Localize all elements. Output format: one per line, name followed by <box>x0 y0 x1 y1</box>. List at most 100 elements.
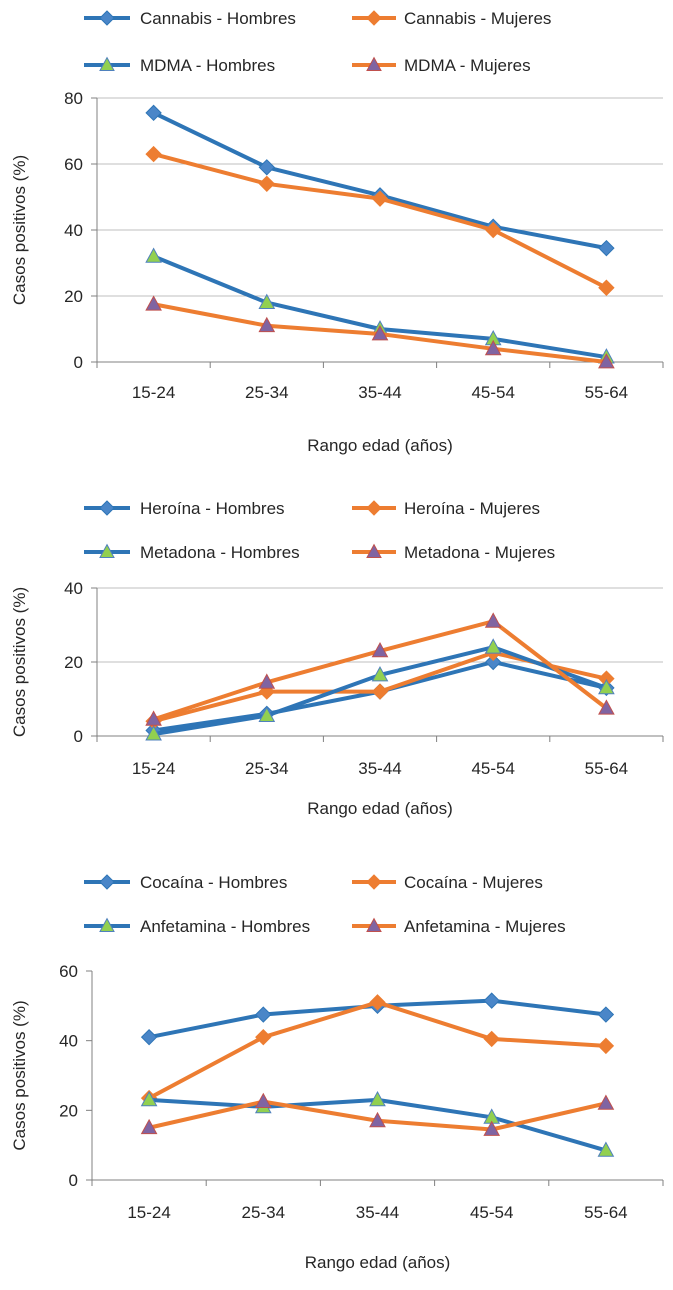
legend-item: Anfetamina - Hombres <box>84 917 310 936</box>
legend-item: Cocaína - Hombres <box>84 873 287 892</box>
series-3 <box>145 295 615 369</box>
axes: 0 20 40 15-24 25-34 35-44 45-54 55-64 <box>64 579 664 778</box>
series-2 <box>145 247 615 364</box>
legend-marker-diamond-icon <box>366 500 382 516</box>
series-3 <box>140 1092 615 1136</box>
x-tick-label: 45-54 <box>471 759 514 778</box>
data-point <box>484 339 502 356</box>
y-tick-label: 0 <box>69 1171 78 1190</box>
legend-marker-triangle-icon <box>366 56 382 72</box>
x-axis-label: Rango edad (años) <box>307 799 453 818</box>
x-tick-label: 45-54 <box>470 1203 513 1222</box>
data-point <box>258 706 276 723</box>
data-point <box>255 1028 272 1046</box>
series-line <box>151 254 609 360</box>
legend-marker-triangle-icon <box>99 917 115 933</box>
x-tick-label: 35-44 <box>358 383 401 402</box>
data-point <box>598 678 615 695</box>
data-point <box>145 145 162 163</box>
data-point <box>484 221 502 239</box>
data-point <box>258 159 276 176</box>
legend: Heroína - Hombres Heroína - Mujeres Metado… <box>84 499 555 562</box>
y-tick-label: 20 <box>59 1101 78 1120</box>
y-tick-label: 0 <box>74 727 83 746</box>
data-point <box>598 353 615 369</box>
legend-item: Metadona - Mujeres <box>352 543 555 562</box>
x-tick-label: 35-44 <box>356 1203 399 1222</box>
x-tick-label: 15-24 <box>127 1203 170 1222</box>
legend-item: Cannabis - Mujeres <box>352 9 551 28</box>
data-point <box>255 1006 272 1023</box>
data-point <box>483 1120 501 1136</box>
legend-label: Heroína - Mujeres <box>404 499 540 518</box>
data-point <box>598 699 615 715</box>
data-point <box>369 994 386 1011</box>
legend-item: Heroína - Hombres <box>84 499 285 518</box>
legend-marker-diamond-icon <box>366 874 382 890</box>
data-point <box>483 992 500 1009</box>
y-tick-label: 40 <box>64 579 83 598</box>
data-point <box>484 612 502 628</box>
legend: Cocaína - Hombres Cocaína - Mujeres Anfeta… <box>84 873 566 936</box>
legend-item: Anfetamina - Mujeres <box>352 917 566 936</box>
axes: 0 20 40 60 80 15-24 25-34 35-44 45-54 55-64 <box>64 89 664 402</box>
data-point <box>145 710 162 726</box>
legend-label: MDMA - Mujeres <box>404 56 531 75</box>
y-tick-label: 0 <box>74 353 83 372</box>
legend: Cannabis - Hombres Cannabis - Mujeres MDMA… <box>84 9 551 75</box>
chart-cocaina-anfetamina: Cocaína - Hombres Cocaína - Mujeres Anfeta… <box>10 873 664 1272</box>
y-tick-label: 80 <box>64 89 83 108</box>
y-tick-label: 60 <box>64 155 83 174</box>
x-tick-label: 25-34 <box>245 759 288 778</box>
legend-label: Cocaína - Mujeres <box>404 873 543 892</box>
x-tick-label: 55-64 <box>584 1203 627 1222</box>
data-point <box>145 104 162 122</box>
legend-label: Cannabis - Hombres <box>140 9 296 28</box>
series-1 <box>145 145 615 296</box>
series-2 <box>140 1090 615 1157</box>
legend-marker-triangle-icon <box>99 56 115 72</box>
series-line <box>151 110 609 251</box>
data-point <box>597 1141 615 1157</box>
y-tick-label: 60 <box>59 962 78 981</box>
legend-item: Cannabis - Hombres <box>84 9 296 28</box>
legend-item: MDMA - Hombres <box>84 56 275 75</box>
legend-label: Metadona - Hombres <box>140 543 300 562</box>
legend-marker-triangle-icon <box>366 543 382 559</box>
series-0 <box>145 104 615 257</box>
legend-item: Metadona - Hombres <box>84 543 300 562</box>
data-point <box>145 247 162 263</box>
legend-marker-diamond-icon <box>99 10 115 26</box>
data-point <box>254 1092 272 1109</box>
y-axis-label: Casos positivos (%) <box>10 1000 29 1150</box>
y-axis-label: Casos positivos (%) <box>10 155 29 305</box>
data-point <box>258 293 276 310</box>
data-point <box>483 1030 500 1048</box>
legend-label: MDMA - Hombres <box>140 56 275 75</box>
data-point <box>371 666 389 682</box>
legend-marker-diamond-icon <box>99 500 115 516</box>
legend-label: Heroína - Hombres <box>140 499 285 518</box>
data-point <box>258 316 276 333</box>
x-tick-label: 15-24 <box>132 383 175 402</box>
legend-marker-triangle-icon <box>366 917 382 933</box>
data-point <box>145 725 162 741</box>
data-point <box>371 190 389 207</box>
x-tick-label: 55-64 <box>585 759 628 778</box>
data-point <box>598 239 615 257</box>
legend-label: Anfetamina - Mujeres <box>404 917 566 936</box>
y-tick-label: 40 <box>64 221 83 240</box>
data-point <box>484 638 502 654</box>
legend-label: Metadona - Mujeres <box>404 543 555 562</box>
x-axis-label: Rango edad (años) <box>307 436 453 455</box>
data-point <box>371 641 389 658</box>
x-tick-label: 45-54 <box>471 383 514 402</box>
gridlines <box>97 587 663 663</box>
x-tick-label: 25-34 <box>242 1203 285 1222</box>
x-tick-label: 25-34 <box>245 383 288 402</box>
data-point <box>145 295 162 311</box>
data-point <box>140 1028 158 1046</box>
data-point <box>371 325 389 341</box>
y-tick-label: 20 <box>64 287 83 306</box>
data-point <box>369 1090 386 1107</box>
